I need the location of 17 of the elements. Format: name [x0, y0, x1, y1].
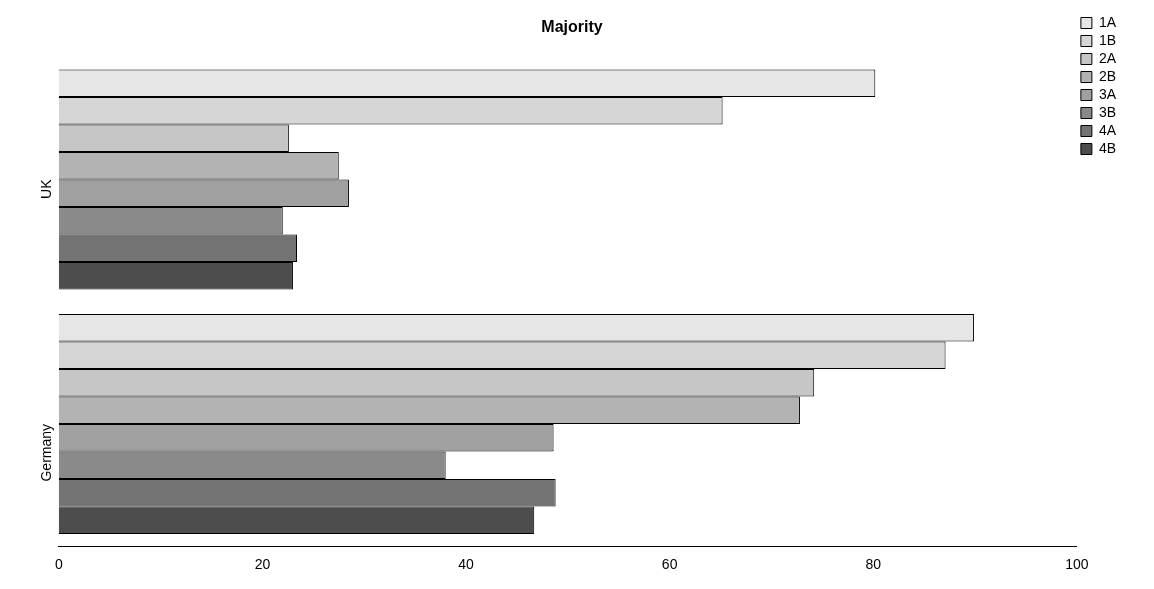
legend-label: 3A — [1098, 85, 1117, 102]
legend-label: 4B — [1098, 139, 1116, 156]
chart-title: Majority — [541, 18, 603, 36]
legend-label: 2A — [1098, 49, 1117, 66]
legend-label: 1B — [1098, 31, 1116, 48]
x-tick-label: 60 — [661, 556, 678, 573]
x-tick-label: 0 — [54, 556, 63, 573]
legend-label: 2B — [1098, 67, 1116, 84]
legend-label: 1A — [1098, 13, 1117, 30]
y-tick-label: UK — [37, 178, 54, 199]
x-tick-label: 100 — [1065, 556, 1089, 573]
x-tick-label: 40 — [458, 556, 475, 573]
legend-label: 4A — [1098, 121, 1117, 138]
x-tick-label: 80 — [865, 556, 882, 573]
y-tick-label: Germany — [37, 423, 54, 482]
legend-label: 3B — [1098, 103, 1116, 120]
x-tick-label: 20 — [254, 556, 271, 573]
